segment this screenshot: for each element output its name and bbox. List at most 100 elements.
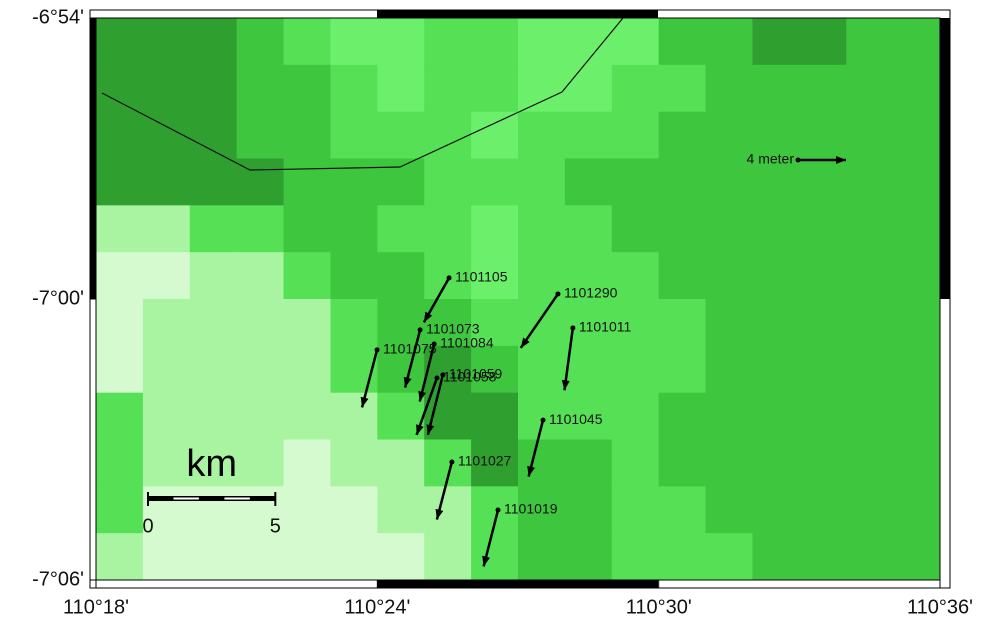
frame-band <box>940 18 950 299</box>
frame-band <box>90 18 96 299</box>
frame-band <box>377 580 658 588</box>
raster-cell <box>377 65 424 112</box>
raster-cell <box>565 346 612 393</box>
raster-cell <box>96 346 143 393</box>
raster-cell <box>96 65 143 112</box>
raster-cell <box>284 18 331 65</box>
raster-cell <box>659 440 706 487</box>
raster-cell <box>846 252 893 299</box>
raster-cell <box>846 159 893 206</box>
raster-cell <box>612 65 659 112</box>
map: 110°18'110°24'110°30'110°36'-6°54'-7°00'… <box>0 0 984 625</box>
station <box>541 418 546 423</box>
raster-cell <box>846 18 893 65</box>
raster-cell <box>143 65 190 112</box>
raster-cell <box>799 533 846 580</box>
raster-cell <box>846 440 893 487</box>
raster-cell <box>284 346 331 393</box>
station <box>434 375 439 380</box>
raster-cell <box>706 252 753 299</box>
raster-cell <box>706 486 753 533</box>
raster-cell <box>424 65 471 112</box>
station <box>555 291 560 296</box>
raster-cell <box>330 159 377 206</box>
station-label: 1101011 <box>579 319 632 335</box>
raster-cell <box>237 299 284 346</box>
raster-cell <box>612 18 659 65</box>
raster-cell <box>752 440 799 487</box>
raster-cell <box>612 205 659 252</box>
raster-cell <box>96 159 143 206</box>
raster-cell <box>330 65 377 112</box>
raster-cell <box>565 112 612 159</box>
raster-cell <box>612 346 659 393</box>
frame-band <box>377 10 658 18</box>
raster-cell <box>565 486 612 533</box>
station <box>447 275 452 280</box>
raster-cell <box>284 393 331 440</box>
raster-cell <box>565 440 612 487</box>
raster-cell <box>612 393 659 440</box>
raster-cell <box>799 65 846 112</box>
raster-cell <box>190 65 237 112</box>
raster-cell <box>706 65 753 112</box>
raster-cell <box>377 112 424 159</box>
raster-cell <box>612 440 659 487</box>
raster-cell <box>893 346 940 393</box>
raster-cell <box>190 533 237 580</box>
raster-cell <box>284 205 331 252</box>
station-label: 1101045 <box>549 411 603 427</box>
lon-tick-label: 110°30' <box>626 596 692 618</box>
raster-cell <box>96 18 143 65</box>
raster-cell <box>284 112 331 159</box>
raster-cell <box>237 252 284 299</box>
raster-cell <box>752 393 799 440</box>
raster-cell <box>143 299 190 346</box>
raster-cell <box>190 18 237 65</box>
raster-cell <box>237 112 284 159</box>
raster-cell <box>96 440 143 487</box>
reference-vector-origin <box>796 158 801 163</box>
raster-cell <box>237 393 284 440</box>
raster-cell <box>96 299 143 346</box>
raster-cell <box>659 112 706 159</box>
raster-cell <box>565 159 612 206</box>
raster-cell <box>706 533 753 580</box>
raster-cell <box>752 18 799 65</box>
raster-cell <box>612 252 659 299</box>
raster-cell <box>706 440 753 487</box>
raster-cell <box>893 393 940 440</box>
raster-cell <box>659 346 706 393</box>
raster-cell <box>752 486 799 533</box>
station <box>570 325 575 330</box>
lon-tick-label: 110°36' <box>907 596 973 618</box>
station-label: 1101290 <box>564 285 618 301</box>
raster-cell <box>518 346 565 393</box>
raster-cell <box>518 159 565 206</box>
raster-cell <box>377 486 424 533</box>
station-label: 1101058 <box>443 369 497 385</box>
raster-cell <box>846 533 893 580</box>
raster-cell <box>518 65 565 112</box>
raster-cell <box>143 252 190 299</box>
raster-cell <box>377 252 424 299</box>
raster-cell <box>706 18 753 65</box>
raster-cell <box>190 205 237 252</box>
raster-cell <box>752 346 799 393</box>
raster-cell <box>706 346 753 393</box>
raster-cell <box>471 533 518 580</box>
raster-cell <box>893 65 940 112</box>
raster-cell <box>96 486 143 533</box>
raster-cell <box>706 299 753 346</box>
raster-cell <box>893 252 940 299</box>
station-label: 1101084 <box>440 335 494 351</box>
raster-cell <box>471 65 518 112</box>
raster-cell <box>190 159 237 206</box>
raster-cell <box>190 393 237 440</box>
raster-cell <box>799 486 846 533</box>
raster-cell <box>96 533 143 580</box>
station <box>418 327 423 332</box>
scale-bar-segment <box>224 498 249 500</box>
raster-cell <box>659 533 706 580</box>
lat-tick-label: -7°06' <box>32 568 84 590</box>
